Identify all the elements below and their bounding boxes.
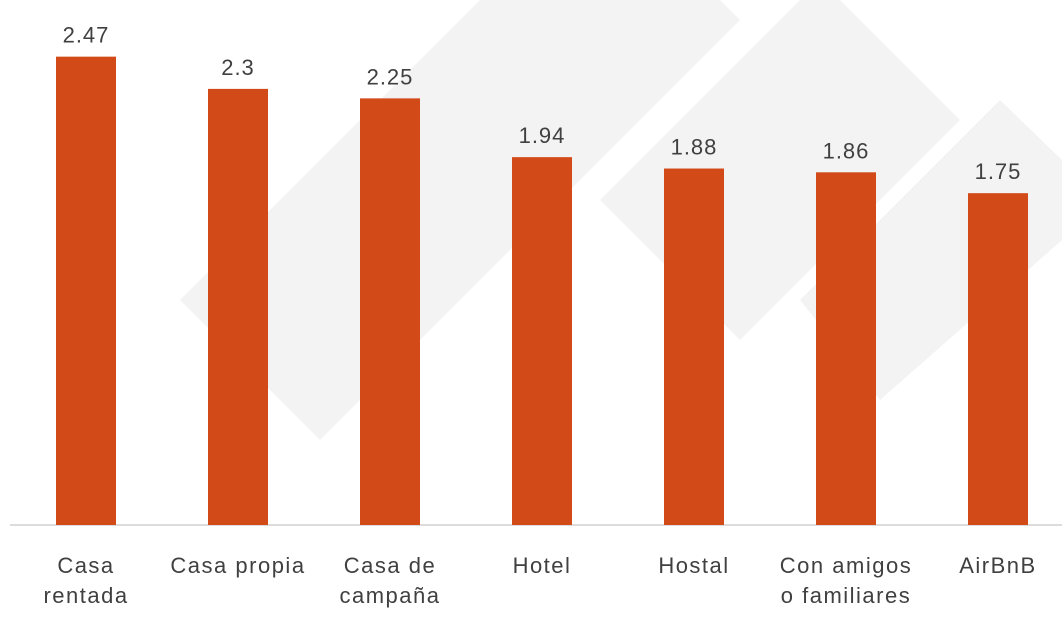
data-label: 1.88 xyxy=(671,135,718,160)
x-tick-label: Casa de campaña xyxy=(339,553,441,608)
x-tick-label: Casa rentada xyxy=(43,553,129,608)
x-tick-label: Casa propia xyxy=(170,553,306,578)
bar xyxy=(968,193,1028,525)
x-tick-label: Hotel xyxy=(512,553,572,578)
watermark xyxy=(180,0,1062,440)
bar xyxy=(208,88,268,525)
bar xyxy=(512,157,572,525)
data-label: 1.75 xyxy=(975,159,1022,184)
data-label: 1.86 xyxy=(823,138,870,163)
x-tick-label: Con amigos o familiares xyxy=(779,553,913,608)
data-label: 2.47 xyxy=(63,23,110,48)
bar xyxy=(664,168,724,525)
bar xyxy=(816,172,876,526)
bar xyxy=(360,98,420,525)
watermark-shape xyxy=(420,0,740,200)
data-label: 1.94 xyxy=(519,123,566,148)
x-tick-label: AirBnB xyxy=(959,553,1037,578)
data-label: 2.25 xyxy=(367,64,414,89)
data-label: 2.3 xyxy=(221,55,255,80)
x-tick-label: Hostal xyxy=(658,553,730,578)
bar xyxy=(56,56,116,526)
